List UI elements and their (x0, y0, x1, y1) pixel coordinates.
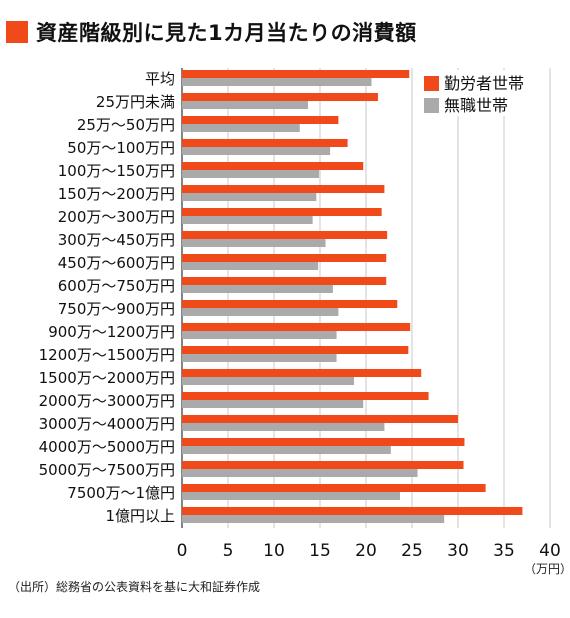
category-label: 2000万～3000万円 (39, 392, 175, 410)
bar-worker-household (182, 369, 422, 377)
bar-unemployed-household (182, 239, 326, 247)
bar-worker-household (182, 93, 378, 101)
bar-unemployed-household (182, 446, 391, 454)
x-tick-label: 5 (223, 541, 234, 561)
x-tick-label: 20 (355, 541, 377, 561)
bars (182, 70, 523, 523)
category-label: 300万～450万円 (58, 231, 175, 249)
bar-worker-household (182, 208, 382, 216)
bar-worker-household (182, 507, 523, 515)
bar-worker-household (182, 254, 387, 262)
bar-worker-household (182, 162, 364, 170)
bar-worker-household (182, 231, 388, 239)
category-label: 1億円以上 (105, 507, 175, 525)
bar-worker-household (182, 392, 429, 400)
category-label: 1200万～1500万円 (39, 346, 175, 364)
category-label: 3000万～4000万円 (39, 415, 175, 433)
bar-unemployed-household (182, 78, 372, 86)
legend-swatch-unemployed (424, 98, 439, 113)
x-tick-label: 35 (493, 541, 515, 561)
legend-label: 勤労者世帯 (444, 74, 524, 93)
x-tick-label: 40 (539, 541, 561, 561)
x-unit-label: （万円） (524, 562, 570, 576)
category-label: 5000万～7500万円 (39, 461, 175, 479)
bar-worker-household (182, 438, 465, 446)
x-tick-label: 10 (263, 541, 285, 561)
bar-unemployed-household (182, 469, 418, 477)
category-label: 750万～900万円 (58, 300, 175, 318)
x-tick-labels: 0 5 10 15 20 25 30 35 40 (177, 541, 561, 561)
category-label: 7500万～1億円 (67, 484, 175, 502)
x-tick-label: 0 (177, 541, 188, 561)
title-block: 資産階級別に見た1カ月当たりの消費額 (6, 16, 417, 48)
source-note: （出所）総務省の公表資料を基に大和証券作成 (8, 580, 261, 594)
bar-unemployed-household (182, 147, 331, 155)
bar-unemployed-household (182, 354, 337, 362)
category-label: 4000万～5000万円 (39, 438, 175, 456)
bar-worker-household (182, 139, 348, 147)
bar-worker-household (182, 323, 411, 331)
bar-worker-household (182, 185, 385, 193)
bar-unemployed-household (182, 377, 355, 385)
bar-worker-household (182, 415, 458, 423)
category-label: 900万～1200万円 (48, 323, 175, 341)
bar-unemployed-household (182, 331, 337, 339)
bar-unemployed-household (182, 216, 313, 224)
bar-worker-household (182, 484, 486, 492)
x-tick-label: 25 (401, 541, 423, 561)
bar-unemployed-household (182, 101, 309, 109)
x-tick-label: 15 (309, 541, 331, 561)
bar-worker-household (182, 346, 409, 354)
bar-worker-household (182, 116, 339, 124)
category-label: 200万～300万円 (58, 208, 175, 226)
bar-unemployed-household (182, 400, 364, 408)
bar-unemployed-household (182, 262, 319, 270)
category-label: 450万～600万円 (58, 254, 175, 272)
category-label: 50万～100万円 (67, 139, 175, 157)
bar-worker-household (182, 277, 387, 285)
category-label: 100万～150万円 (58, 162, 175, 180)
bar-unemployed-household (182, 193, 317, 201)
category-labels: 平均 25万円未満 25万～50万円 50万～100万円 100万～150万円 150万～… (39, 70, 175, 525)
category-label: 1500万～2000万円 (39, 369, 175, 387)
chart-title: 資産階級別に見た1カ月当たりの消費額 (36, 21, 417, 45)
bar-unemployed-household (182, 124, 300, 132)
x-tick-label: 30 (447, 541, 469, 561)
bar-worker-household (182, 461, 464, 469)
legend-label: 無職世帯 (444, 96, 508, 115)
bar-unemployed-household (182, 170, 320, 178)
bar-worker-household (182, 300, 398, 308)
bar-unemployed-household (182, 492, 401, 500)
category-label: 600万～750万円 (58, 277, 175, 295)
title-marker (6, 21, 28, 43)
bar-unemployed-household (182, 515, 445, 523)
category-label: 25万円未満 (96, 93, 175, 111)
bar-unemployed-household (182, 308, 339, 316)
category-label: 150万～200万円 (58, 185, 175, 203)
category-label: 平均 (145, 70, 175, 88)
category-label: 25万～50万円 (77, 116, 175, 134)
legend-swatch-worker (424, 76, 439, 91)
bar-unemployed-household (182, 423, 385, 431)
bar-unemployed-household (182, 285, 333, 293)
bar-worker-household (182, 70, 410, 78)
grid-lines (181, 68, 551, 528)
